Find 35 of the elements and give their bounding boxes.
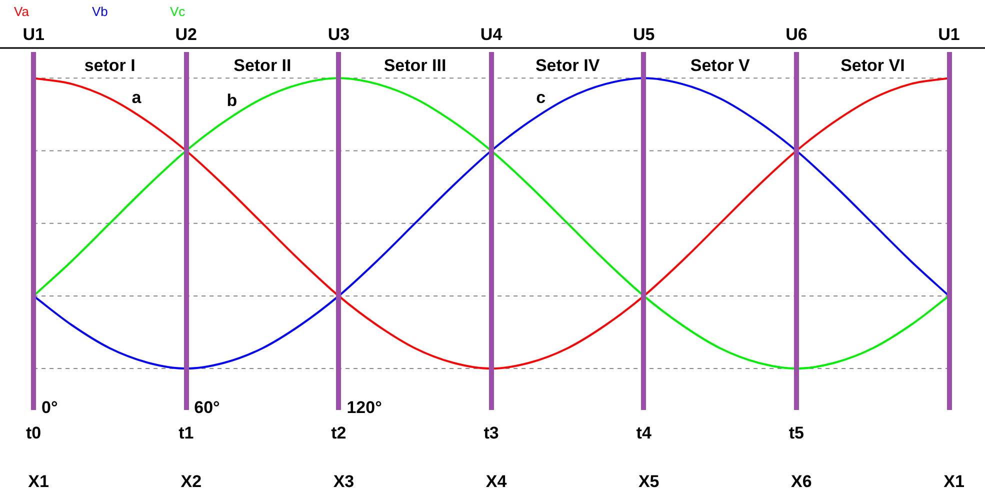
text: Setor II <box>234 56 292 76</box>
text: X1 <box>944 472 964 492</box>
text: X5 <box>638 472 660 492</box>
text: Setor III <box>384 56 446 76</box>
x-tick-label: t4 <box>636 423 652 442</box>
x-tick-label: t0 <box>26 423 42 442</box>
x-tick-label: t1 <box>178 423 194 442</box>
text: 60° <box>194 398 220 417</box>
text: 0° <box>42 398 58 417</box>
text: X4 <box>486 472 508 492</box>
annotation: a <box>132 88 142 108</box>
text: Setor V <box>690 56 751 76</box>
text: Va <box>14 4 30 20</box>
text: X2 <box>180 472 202 492</box>
text: U3 <box>328 25 350 44</box>
text: U4 <box>480 25 503 44</box>
annotation: c <box>536 88 546 108</box>
text: U5 <box>632 25 655 44</box>
text: X3 <box>333 472 354 492</box>
text: Vb <box>92 4 108 20</box>
x-tick-label: t5 <box>788 423 804 442</box>
text: U1 <box>22 25 44 44</box>
text: X6 <box>791 472 812 492</box>
annotation: b <box>226 91 238 110</box>
x-tick-label: t2 <box>331 423 346 442</box>
text: setor I <box>84 56 136 76</box>
text: U6 <box>786 25 808 44</box>
text: Setor IV <box>535 56 600 76</box>
text: Vc <box>170 4 186 20</box>
text: Setor VI <box>840 56 905 76</box>
text: X1 <box>28 472 49 492</box>
text: U2 <box>175 25 197 44</box>
text: U1 <box>938 25 960 44</box>
x-tick-label: t3 <box>484 423 499 442</box>
text: 120° <box>346 398 382 417</box>
